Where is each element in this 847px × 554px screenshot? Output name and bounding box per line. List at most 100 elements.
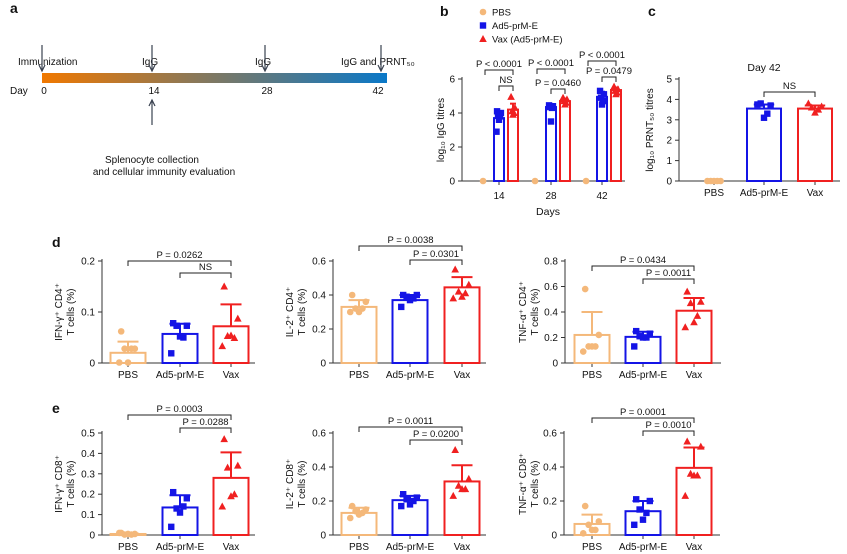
- y-axis-label: IL-2⁺ CD8⁺: [285, 459, 296, 510]
- data-point: [227, 492, 235, 500]
- data-point: [631, 521, 638, 528]
- data-point: [399, 291, 407, 299]
- data-point: [693, 311, 702, 319]
- y-axis-label: T cells (%): [66, 288, 77, 335]
- data-point: [461, 289, 470, 297]
- data-point: [176, 333, 184, 340]
- y-tick-label: 0.4: [312, 291, 326, 302]
- significance-bracket: [179, 272, 232, 278]
- x-tick-label: Ad5-prM-E: [619, 370, 668, 381]
- y-tick-label: 0.4: [312, 463, 326, 474]
- y-axis-label: T cells (%): [530, 460, 541, 507]
- y-tick-label: 0: [551, 531, 557, 542]
- significance-label: P = 0.0288: [182, 417, 228, 428]
- data-point: [168, 523, 175, 531]
- bar: [610, 89, 622, 182]
- significance-bracket: [763, 91, 816, 97]
- data-point: [410, 497, 417, 505]
- data-point: [398, 502, 405, 510]
- data-point: [493, 128, 500, 135]
- data-point: [413, 494, 421, 501]
- x-tick-label: Ad5-prM-E: [156, 542, 205, 553]
- chart-panel-e-7: 0 0.2 0.4 0.6 PBS Ad5-prM-E Vax P = 0.0001 P = 0…: [518, 407, 720, 553]
- data-point: [595, 331, 603, 339]
- data-point: [643, 509, 650, 517]
- bar: [797, 107, 833, 182]
- data-point: [561, 100, 569, 108]
- bar: [507, 108, 519, 182]
- y-tick-label: 0: [320, 531, 326, 542]
- bar: [559, 100, 571, 182]
- y-tick-label: 4: [666, 95, 672, 106]
- significance-label: P = 0.0001: [620, 407, 666, 418]
- data-point: [399, 491, 407, 498]
- significance-label: P = 0.0301: [413, 249, 459, 260]
- data-point: [220, 282, 228, 290]
- data-point: [690, 471, 698, 479]
- y-tick-label: 0: [552, 359, 558, 370]
- x-tick-label: 14: [493, 191, 505, 202]
- data-point: [169, 320, 177, 327]
- timeline-panel: Day 0 Immunization 14 IgG 28 IgG 42 IgG and PRNT…: [10, 45, 415, 178]
- panel-letter: b: [440, 3, 449, 19]
- data-point: [683, 437, 691, 445]
- panel-letter: e: [52, 400, 60, 416]
- x-tick-label: PBS: [118, 370, 138, 381]
- data-point: [403, 293, 410, 300]
- data-point: [115, 359, 123, 366]
- data-point: [548, 104, 556, 112]
- data-point: [511, 103, 519, 111]
- arrowhead-icon: [261, 64, 269, 73]
- y-tick-label: 0.1: [81, 510, 95, 521]
- legend-marker: [479, 22, 487, 29]
- significance-bracket: [642, 430, 695, 436]
- data-point: [479, 177, 487, 185]
- y-axis-label: IFN-γ⁺ CD4⁺: [54, 283, 65, 341]
- y-tick-label: 0.6: [544, 282, 558, 293]
- significance-bracket: [484, 69, 514, 75]
- bar: [596, 95, 608, 182]
- data-point: [458, 485, 466, 493]
- data-point: [646, 330, 654, 337]
- y-tick-label: 3: [666, 115, 672, 126]
- arrowhead-icon: [148, 98, 156, 107]
- data-point: [346, 514, 354, 522]
- data-point: [449, 491, 458, 499]
- significance-bracket: [409, 439, 463, 445]
- data-point: [227, 331, 235, 339]
- y-tick-label: 0.2: [81, 490, 95, 501]
- y-axis-label: IL-2⁺ CD4⁺: [285, 287, 296, 338]
- event-label: IgG and PRNT₅₀: [341, 57, 415, 68]
- data-point: [509, 110, 517, 118]
- data-point: [234, 314, 242, 322]
- y-tick-label: 0.2: [312, 497, 326, 508]
- y-axis-label: log₁₀ IgG titres: [436, 98, 447, 162]
- bar: [545, 106, 557, 182]
- data-point: [493, 108, 501, 115]
- data-point: [686, 299, 695, 307]
- x-tick-label: Vax: [223, 542, 240, 553]
- y-tick-label: 1: [666, 156, 672, 167]
- significance-label: P = 0.0011: [646, 268, 691, 279]
- y-tick-label: 0.2: [543, 497, 557, 508]
- data-point: [681, 323, 690, 331]
- data-point: [403, 496, 410, 503]
- data-point: [465, 280, 473, 288]
- y-tick-label: 6: [449, 75, 455, 86]
- data-point: [124, 359, 132, 366]
- bar: [624, 510, 662, 537]
- data-point: [362, 298, 370, 306]
- data-point: [173, 505, 180, 512]
- x-tick-label: PBS: [582, 370, 602, 381]
- significance-bracket: [358, 245, 463, 251]
- data-point: [121, 345, 128, 353]
- data-point: [596, 87, 604, 95]
- legend-entry: Vax (Ad5-prM-E): [492, 35, 563, 46]
- data-point: [683, 287, 691, 295]
- significance-bracket: [550, 88, 566, 94]
- significance-bracket: [358, 426, 463, 432]
- bar: [675, 466, 713, 537]
- x-tick-label: PBS: [704, 188, 724, 199]
- data-point: [757, 100, 764, 107]
